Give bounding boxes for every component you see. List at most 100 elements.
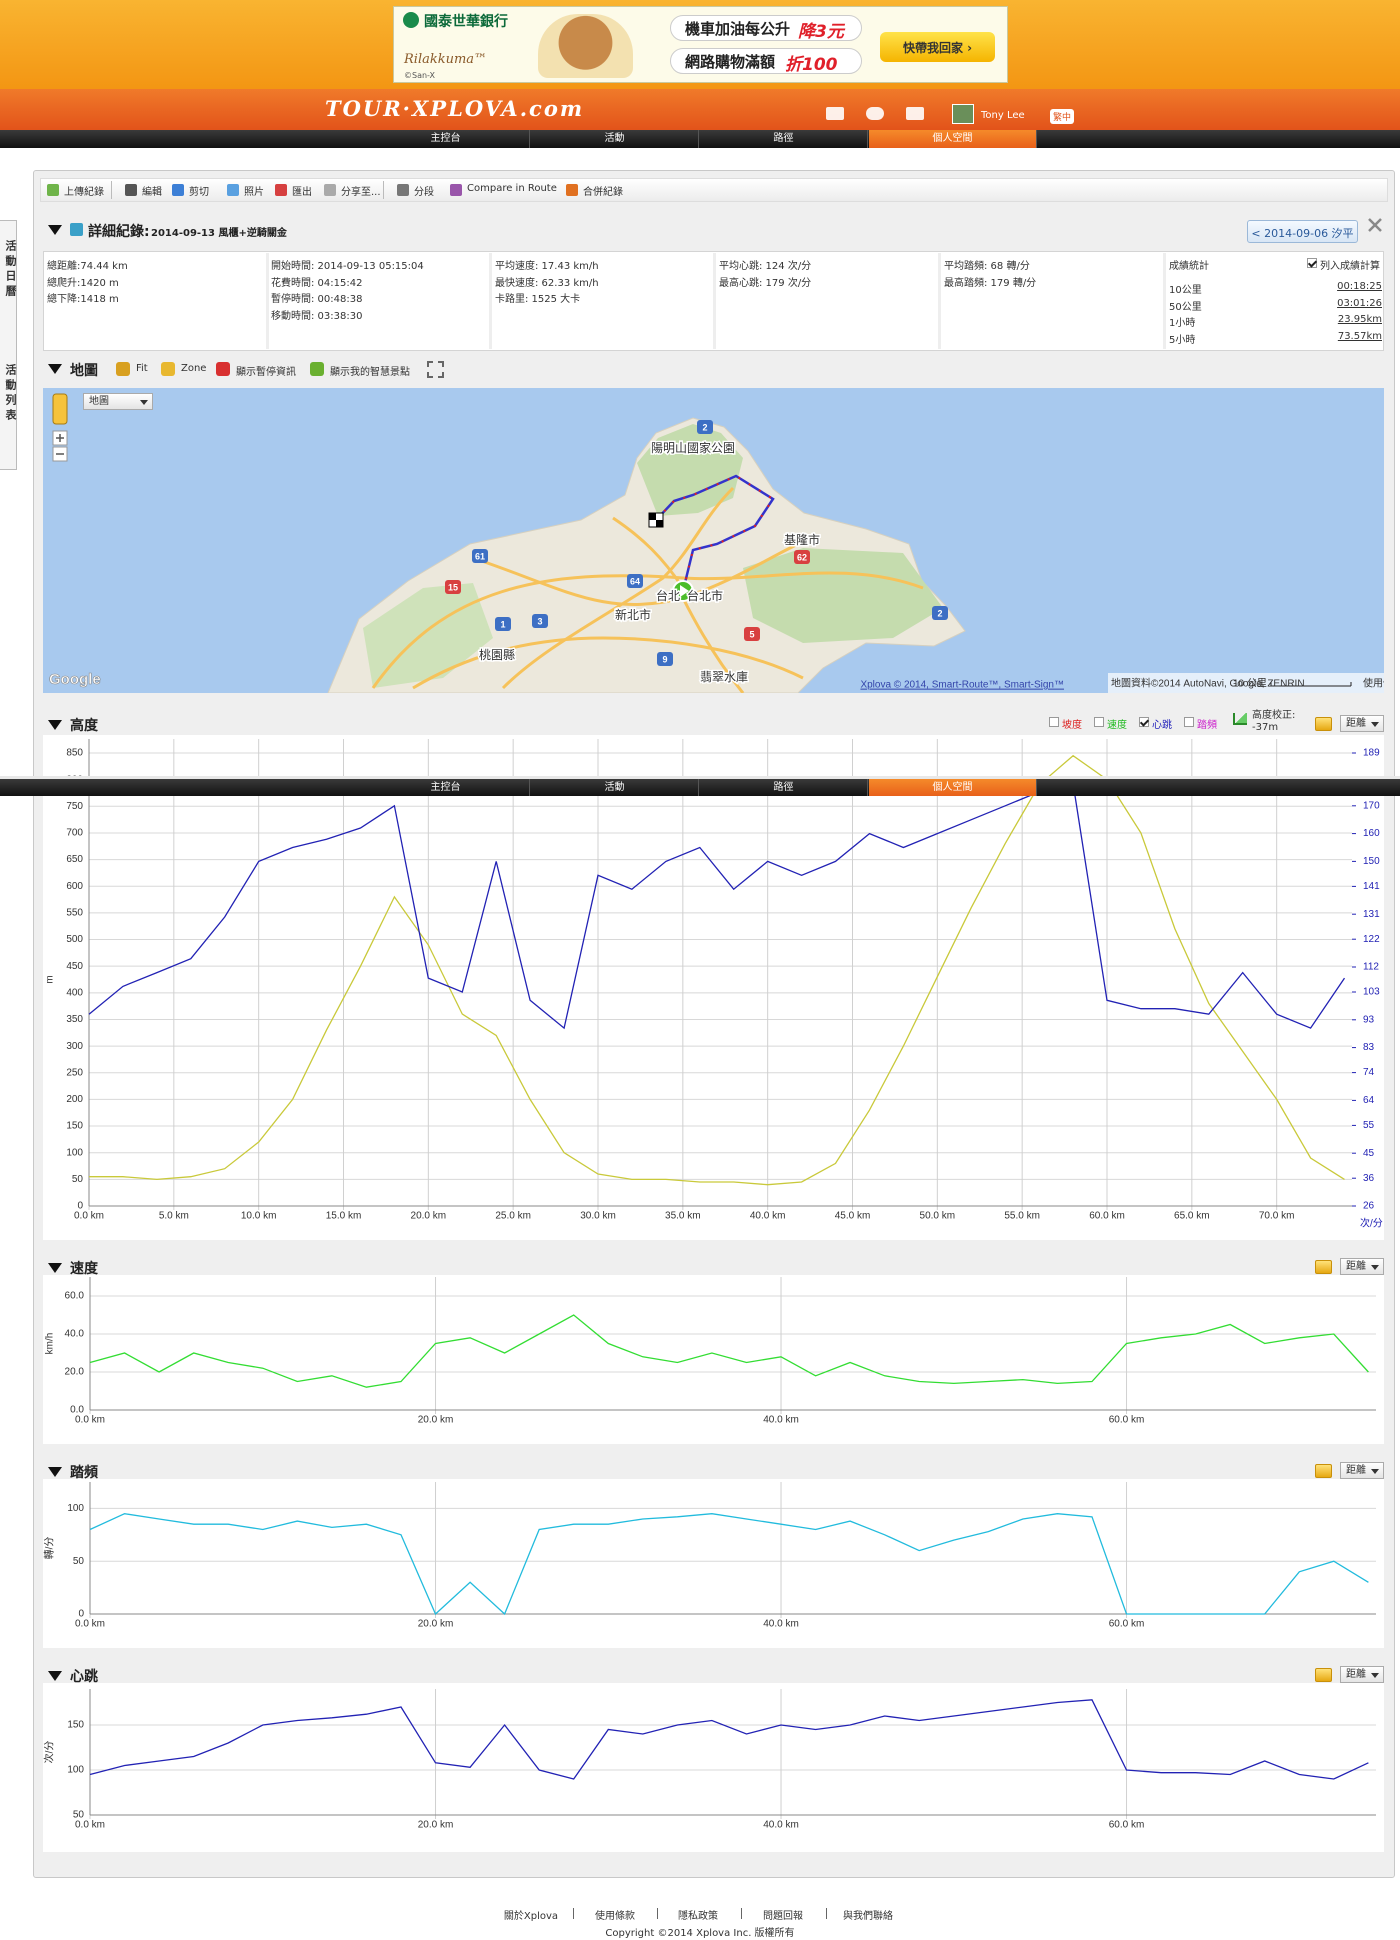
attribution-bg (1108, 673, 1384, 693)
collapse-arrow[interactable] (48, 225, 62, 235)
footer-link[interactable]: 使用條款 (595, 1911, 635, 1922)
mode-icon[interactable] (1315, 1464, 1332, 1478)
footer-link[interactable]: 隱私政策 (678, 1911, 718, 1922)
mode-icon[interactable] (1315, 717, 1332, 731)
nav-tab[interactable]: 主控台 (362, 130, 530, 148)
prev-button-bg[interactable] (1247, 220, 1358, 243)
footer-link[interactable]: 問題回報 (763, 1911, 803, 1922)
result-label: 50公里 (1169, 301, 1202, 313)
map-control[interactable]: Zone (181, 363, 207, 374)
footer-separator (657, 1908, 658, 1919)
stat-item: 最高踏頻: 179 轉/分 (944, 277, 1037, 289)
map-control-icon[interactable] (161, 362, 175, 376)
map-label: 陽明山國家公園 (651, 440, 735, 455)
mode-select[interactable]: 距離 (1340, 1462, 1384, 1479)
map-control[interactable]: 顯示暫停資訊 (236, 367, 296, 378)
toolbar-button[interactable]: 剪切 (189, 187, 209, 198)
collapse-arrow[interactable] (48, 1263, 62, 1273)
sticky-gap (0, 776, 1400, 779)
toolbar-button[interactable]: 分段 (414, 187, 434, 198)
results-include[interactable]: 列入成績計算 (1320, 261, 1380, 272)
toolbar-button[interactable]: 編輯 (142, 187, 162, 198)
toolbar-button[interactable]: 合併紀錄 (583, 187, 623, 198)
ad-pill (670, 48, 862, 74)
user-name[interactable]: Tony Lee (981, 110, 1025, 121)
toolbar-button[interactable]: 匯出 (292, 187, 312, 198)
series-toggle[interactable]: 速度 (1107, 720, 1127, 731)
logo[interactable]: TOUR·XPLOVA.com (325, 96, 585, 121)
fullscreen-icon[interactable] (427, 361, 444, 378)
toolbar-button[interactable]: Compare in Route (467, 183, 557, 194)
collapse-arrow[interactable] (48, 1671, 62, 1681)
nav-tab[interactable]: 主控台 (362, 779, 530, 796)
toolbar-icon (566, 184, 578, 196)
footer-link[interactable]: 關於Xplova (503, 1911, 559, 1922)
side-tab[interactable]: 活動日曆 (4, 240, 17, 300)
result-value[interactable]: 03:01:26 (1337, 297, 1382, 309)
ad-button[interactable]: 快帶我回家 › (902, 41, 973, 55)
road-shield (627, 574, 643, 588)
mode-icon[interactable] (1315, 1260, 1332, 1274)
result-value[interactable]: 23.95km (1337, 314, 1382, 325)
checkbox[interactable] (1049, 717, 1059, 727)
result-value[interactable]: 73.57km (1337, 330, 1382, 342)
map-control[interactable]: 顯示我的智慧景點 (330, 367, 410, 378)
footer-link[interactable]: 與我們聯絡 (843, 1911, 893, 1922)
chat-icon[interactable] (866, 107, 884, 120)
collapse-arrow[interactable] (48, 364, 62, 374)
mode-select[interactable]: 距離 (1340, 715, 1384, 732)
mode-icon[interactable] (1315, 1668, 1332, 1682)
ad-line1: 機車加油每公升 (685, 20, 791, 38)
profile-icon[interactable] (906, 107, 924, 120)
map-type[interactable]: 地圖 (83, 393, 153, 410)
mode-select[interactable]: 距離 (1340, 1258, 1384, 1275)
nav-tab[interactable]: 個人空間 (869, 779, 1037, 796)
map-control-icon[interactable] (310, 362, 324, 376)
stat-item: 平均速度: 17.43 km/h (495, 261, 599, 272)
collapse-arrow[interactable] (48, 1467, 62, 1477)
toolbar-button[interactable]: 照片 (244, 187, 264, 198)
road (501, 486, 735, 690)
road-number: 9 (662, 654, 667, 664)
checkbox[interactable] (1139, 717, 1149, 727)
toolbar-separator (111, 181, 112, 199)
avatar[interactable] (952, 104, 974, 124)
checkbox[interactable] (1094, 717, 1104, 727)
series-toggle[interactable]: 心跳 (1152, 720, 1172, 731)
mail-icon[interactable] (826, 107, 844, 120)
stat-item: 總距離:74.44 km (47, 261, 128, 272)
nav-tab[interactable]: 路徑 (700, 130, 868, 148)
close-icon[interactable] (1367, 217, 1383, 233)
result-value[interactable]: 00:18:25 (1337, 281, 1382, 292)
series-toggle[interactable]: 踏頻 (1197, 720, 1217, 731)
pegman[interactable] (52, 393, 68, 425)
road-shield (697, 420, 713, 434)
map-control-icon[interactable] (216, 362, 230, 376)
prev-record[interactable]: < 2014-09-06 汐平 (1251, 227, 1354, 240)
map-logo: Google (49, 671, 101, 688)
calibration-value[interactable]: -37m (1252, 722, 1279, 733)
stat-item: 總爬升:1420 m (47, 277, 119, 289)
collapse-arrow[interactable] (48, 720, 62, 730)
toolbar-button[interactable]: 分享至... (341, 187, 381, 198)
nav-tab[interactable]: 路徑 (700, 779, 868, 796)
calibration-icon[interactable] (1233, 713, 1247, 725)
mountain (637, 424, 743, 516)
zoom-signs (56, 434, 64, 455)
nav-tab[interactable]: 個人空間 (869, 130, 1037, 148)
lang[interactable]: 繁中 (1050, 109, 1075, 124)
mode-select[interactable]: 距離 (1340, 1666, 1384, 1683)
series-toggle[interactable]: 坡度 (1062, 720, 1082, 731)
map-control-icon[interactable] (116, 362, 130, 376)
map-control[interactable]: Fit (136, 363, 148, 374)
stat-item: 移動時間: 03:38:30 (271, 310, 363, 322)
toolbar-button[interactable]: 上傳紀錄 (64, 187, 104, 198)
ad-pill (670, 15, 862, 41)
checkbox[interactable] (1184, 717, 1194, 727)
side-tab[interactable]: 活動列表 (4, 364, 17, 424)
nav-tab[interactable]: 活動 (531, 130, 699, 148)
checkbox[interactable] (1307, 258, 1317, 268)
nav-tab[interactable]: 活動 (531, 779, 699, 796)
ad-button-bg (880, 32, 995, 62)
